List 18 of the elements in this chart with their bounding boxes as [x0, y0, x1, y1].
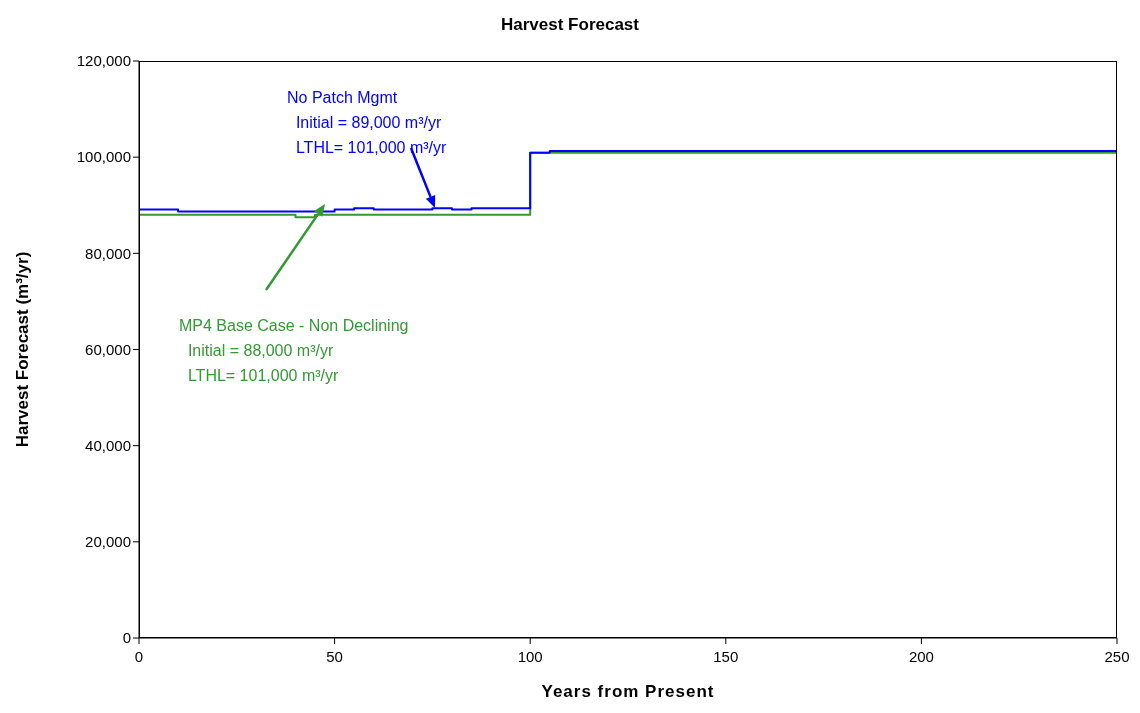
annotation: No Patch Mgmt Initial = 89,000 m³/yr LTHL= 101,000 m³/yr: [287, 88, 447, 158]
y-tick-label: 0: [122, 629, 131, 647]
y-tick-label: 100,000: [76, 148, 131, 166]
annotation: MP4 Base Case - Non Declining Initial = 88,000 m³/yr LTHL= 101,000 m³/yr: [179, 316, 409, 386]
x-tick-label: 250: [1104, 648, 1130, 665]
x-tick-label: 100: [517, 648, 543, 665]
y-axis-title: Harvest Forecast (m³/yr): [13, 251, 33, 448]
x-axis-title: Years from Present: [541, 682, 715, 701]
x-tick-label: 200: [908, 648, 934, 665]
y-tick-label: 120,000: [76, 52, 131, 70]
y-tick-label: 20,000: [85, 533, 131, 551]
y-tick-label: 40,000: [85, 436, 131, 454]
y-tick-label: 60,000: [85, 340, 131, 358]
x-tick-label: 0: [134, 648, 144, 665]
y-tick-label: 80,000: [85, 244, 131, 262]
x-tick-label: 150: [713, 648, 739, 665]
chart-title: Harvest Forecast: [501, 15, 640, 34]
x-tick-label: 50: [326, 648, 343, 665]
